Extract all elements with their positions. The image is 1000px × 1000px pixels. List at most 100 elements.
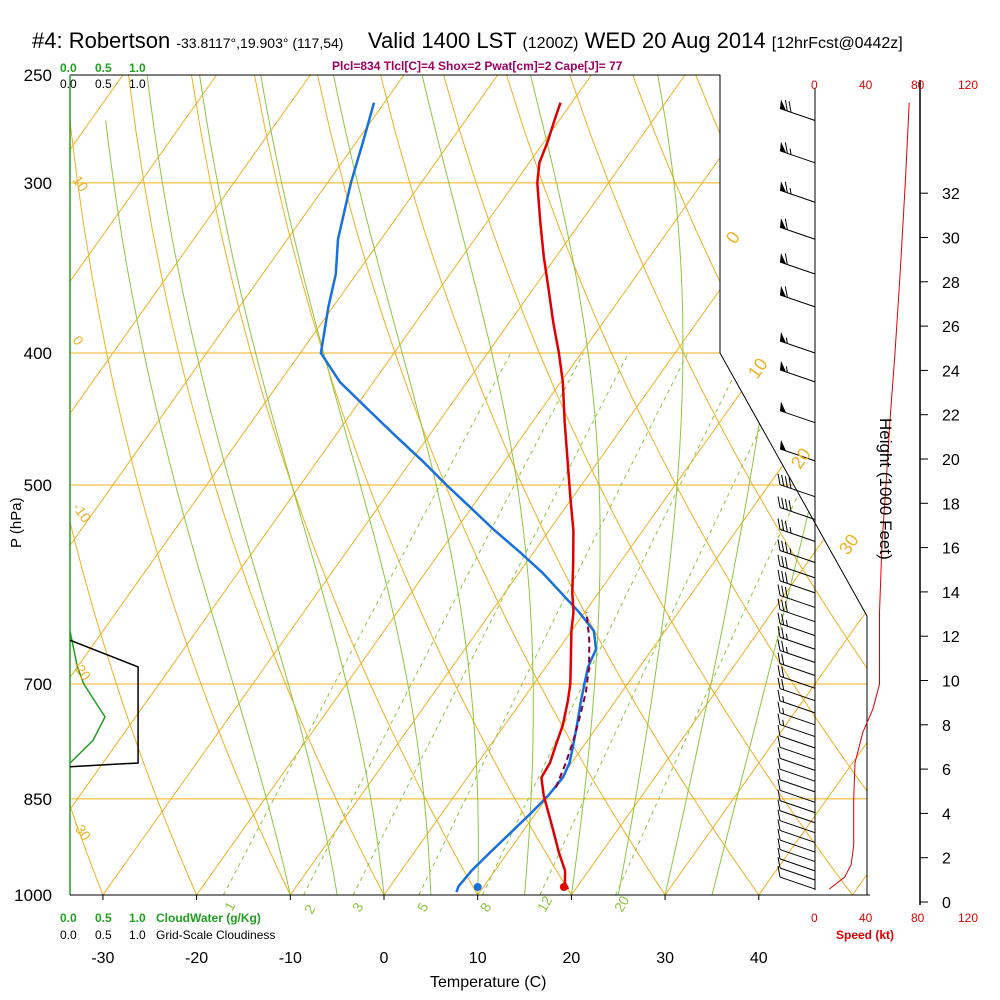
wind-barb <box>779 99 816 121</box>
height-tick-label-10: 20 <box>942 452 960 469</box>
wind-barb-full <box>781 613 785 625</box>
wind-barb-full <box>777 724 781 737</box>
wind-barb-full <box>781 666 785 678</box>
theta-label-4: -30 <box>70 818 95 844</box>
wind-barb-staff <box>779 746 816 760</box>
wind-barb <box>779 360 816 383</box>
cloudiness-line <box>69 639 139 768</box>
speed-top-tick-3: 120 <box>958 78 978 92</box>
cloud-scale-bottom-black-0: 0.0 <box>60 928 77 942</box>
wind-barb-staff <box>779 550 816 563</box>
wind-barb-full <box>777 758 781 770</box>
wind-barb <box>779 332 816 354</box>
wind-barb <box>777 758 816 782</box>
moist-adiabat-5 <box>421 75 534 895</box>
wind-barb <box>777 652 816 676</box>
isotherm--50 <box>70 75 499 895</box>
wind-barb-full <box>781 519 785 531</box>
wind-barb-pennant <box>780 332 786 344</box>
cloud-scale-bottom-green-0: 0.0 <box>60 911 77 925</box>
wind-barb-full <box>777 828 781 841</box>
wind-barb-staff <box>779 410 816 424</box>
wind-barb-half <box>782 708 785 715</box>
wind-barb-full <box>788 101 792 113</box>
wind-barb-staff <box>779 735 816 749</box>
cloud-scale-top-green-1: 0.5 <box>95 61 112 75</box>
wind-barb-full <box>777 496 781 508</box>
theta-label-1: 0 <box>70 333 88 349</box>
mixing-ratio-label-4: 8 <box>477 900 495 915</box>
wind-barb <box>777 677 816 702</box>
moist-adiabat-0 <box>105 120 291 895</box>
wind-barb-full <box>777 689 781 701</box>
wind-barb-full <box>777 569 781 581</box>
theta-label-2: -10 <box>70 500 95 526</box>
wind-barb-staff <box>779 150 816 164</box>
wind-barb-half <box>785 633 788 640</box>
wind-barb-half <box>785 366 788 373</box>
mixing-ratio-20 <box>615 352 866 895</box>
wind-barb-staff <box>779 789 816 803</box>
height-tick-label-3: 6 <box>942 762 951 779</box>
wind-barb-full <box>777 768 781 780</box>
wind-barb-full <box>777 865 781 878</box>
wind-barb-full <box>777 473 781 485</box>
cloud-scale-bottom-black-2: 1.0 <box>129 928 146 942</box>
wind-barb-staff <box>779 849 816 863</box>
wind-barb-half <box>789 187 792 195</box>
temperature-tick-label-1: -20 <box>185 950 208 967</box>
wind-barb-staff <box>779 688 816 702</box>
station-name: #4: Robertson <box>32 28 171 53</box>
mixing-ratio-label-6: 20 <box>611 893 633 915</box>
cloud-scale-top-black-0: 0.0 <box>60 77 77 91</box>
wind-barb <box>777 838 816 863</box>
cloudwater-line <box>69 630 106 764</box>
height-tick-label-13: 26 <box>942 319 960 336</box>
wind-barb <box>777 539 816 563</box>
wind-barb-full <box>784 99 788 112</box>
pressure-tick-label-5: 850 <box>24 790 52 809</box>
cloud-scale-top-green-2: 1.0 <box>129 61 146 75</box>
wind-barb-staff <box>779 700 816 714</box>
wind-barb <box>777 496 816 520</box>
wind-barb <box>777 847 816 872</box>
pressure-tick-label-6: 1000 <box>14 886 52 905</box>
temperature-tick-label-5: 20 <box>563 950 581 967</box>
cloud-scale-bottom-green-1: 0.5 <box>95 911 112 925</box>
wind-barb-full <box>781 585 785 597</box>
mixing-ratio-label-5: 12 <box>534 893 556 915</box>
wind-barb-full <box>781 571 785 583</box>
wind-barb <box>777 554 816 579</box>
dry-adiabat--30 <box>70 75 104 895</box>
height-tick-label-7: 14 <box>942 585 960 602</box>
wind-barb-full <box>777 584 781 596</box>
wind-barb-half <box>785 620 788 627</box>
wind-barb-staff <box>779 623 816 637</box>
wind-barb-half <box>785 337 788 344</box>
wind-barb-staff <box>779 506 816 520</box>
grid-layer <box>70 75 867 895</box>
moist-adiabat-6 <box>530 75 601 895</box>
isotherm-label-0: 30 <box>835 530 863 558</box>
wind-barb-staff <box>779 779 816 793</box>
dry-adiabat-60 <box>506 75 867 895</box>
wind-barb <box>777 701 816 726</box>
wind-barb-full <box>784 586 788 599</box>
mixing-ratio-3 <box>352 352 629 895</box>
wind-barb <box>779 181 816 203</box>
wind-barb <box>777 819 816 843</box>
dry-adiabat-30 <box>317 75 666 895</box>
wind-barb-full <box>777 809 781 821</box>
speed-top-tick-2: 80 <box>911 78 925 92</box>
wind-barb <box>777 584 816 608</box>
wind-barb <box>779 285 816 308</box>
wind-barb-full <box>777 598 781 610</box>
wind-barb-full <box>784 541 788 554</box>
wind-barb <box>777 689 816 714</box>
wind-barb-full <box>784 572 788 584</box>
pressure-tick-label-2: 400 <box>24 344 52 363</box>
height-tick-label-15: 30 <box>942 231 960 248</box>
isotherm--20 <box>196 75 780 895</box>
wind-barb-full <box>781 540 785 552</box>
wind-barb-full <box>777 819 781 831</box>
